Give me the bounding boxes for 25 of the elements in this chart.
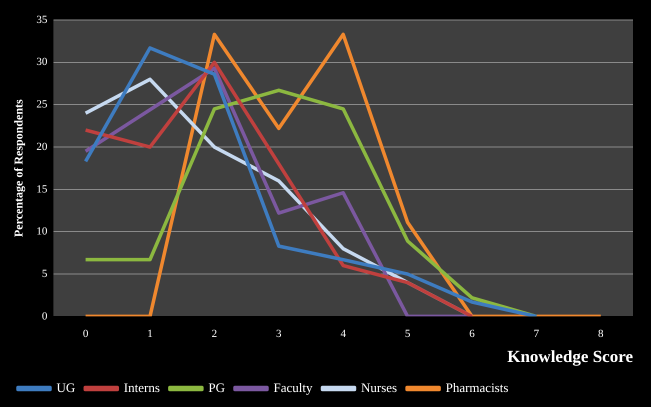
x-tick-label: 2 [212, 328, 218, 340]
x-tick-label: 6 [469, 328, 476, 340]
x-tick-label: 3 [276, 328, 282, 340]
y-tick-label: 5 [42, 268, 48, 280]
x-tick-label: 4 [340, 328, 346, 340]
x-tick-label: 1 [147, 328, 153, 340]
y-tick-label: 0 [42, 310, 48, 322]
x-tick-label: 0 [82, 328, 89, 340]
y-tick-label: 25 [36, 98, 48, 111]
x-tick-label: 5 [404, 328, 411, 340]
y-tick-label: 30 [36, 56, 48, 68]
x-tick-label: 7 [534, 328, 540, 340]
y-tick-label: 35 [36, 14, 48, 26]
legend-label: Interns [124, 380, 160, 395]
legend-label: Nurses [360, 380, 398, 395]
legend-label: Faculty [273, 380, 313, 395]
y-tick-label: 10 [36, 226, 48, 238]
legend-label: Pharmacists [446, 380, 508, 395]
x-tick-label: 8 [598, 328, 604, 340]
legend-label: UG [56, 380, 76, 395]
y-tick-label: 15 [36, 183, 48, 196]
y-axis-title: Percentage of Respondents [11, 98, 26, 238]
x-axis-title: Knowledge Score [507, 347, 634, 366]
y-tick-label: 20 [36, 140, 48, 153]
legend-label: PG [208, 380, 225, 395]
